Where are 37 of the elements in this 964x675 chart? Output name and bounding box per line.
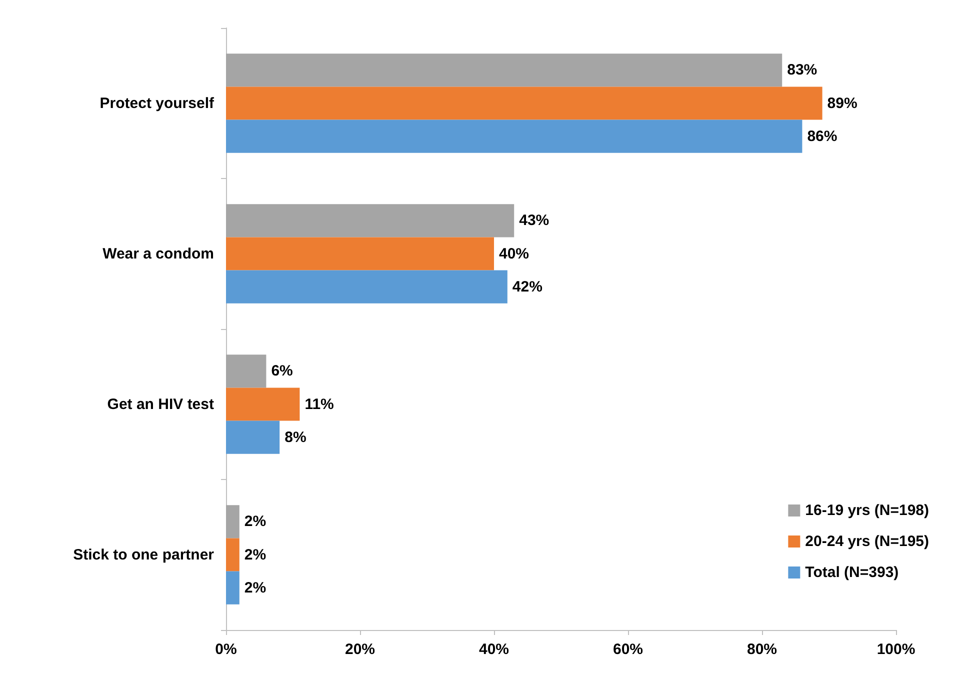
bar <box>226 571 240 604</box>
y-tick-label: Protect yourself <box>100 94 215 112</box>
data-label: 2% <box>244 546 266 564</box>
data-label: 83% <box>787 62 818 79</box>
bar <box>226 237 494 270</box>
legend-label: Total (N=393) <box>805 564 899 581</box>
bar <box>226 270 508 304</box>
data-label: 42% <box>512 278 542 296</box>
bar <box>226 538 240 572</box>
y-tick-label: Get an HIV test <box>107 396 214 413</box>
bar <box>226 54 782 87</box>
y-tick-label: Wear a condom <box>102 245 214 262</box>
x-tick-label: 0% <box>215 641 237 658</box>
bar <box>226 204 514 238</box>
bar <box>226 420 280 454</box>
data-label: 6% <box>271 362 293 380</box>
data-label: 43% <box>519 212 550 230</box>
x-tick-label: 100% <box>876 641 916 658</box>
data-label: 8% <box>284 428 306 446</box>
bar <box>226 505 240 538</box>
x-tick-label: 60% <box>612 641 644 658</box>
bar <box>226 354 266 388</box>
data-label: 11% <box>304 396 334 413</box>
legend-label: 20-24 yrs (N=195) <box>805 533 930 550</box>
data-label: 89% <box>827 94 858 112</box>
data-label: 86% <box>807 128 838 145</box>
data-label: 2% <box>244 579 266 596</box>
data-label: 40% <box>499 245 530 262</box>
y-tick-label: Stick to one partner <box>73 546 214 564</box>
bar <box>226 120 802 153</box>
bar <box>226 388 300 421</box>
x-tick-label: 20% <box>344 641 376 658</box>
legend-label: 16-19 yrs (N=198) <box>805 502 930 519</box>
x-tick-label: 40% <box>478 641 510 658</box>
bar <box>226 86 822 120</box>
x-tick-label: 80% <box>746 641 778 658</box>
data-label: 2% <box>244 513 266 530</box>
